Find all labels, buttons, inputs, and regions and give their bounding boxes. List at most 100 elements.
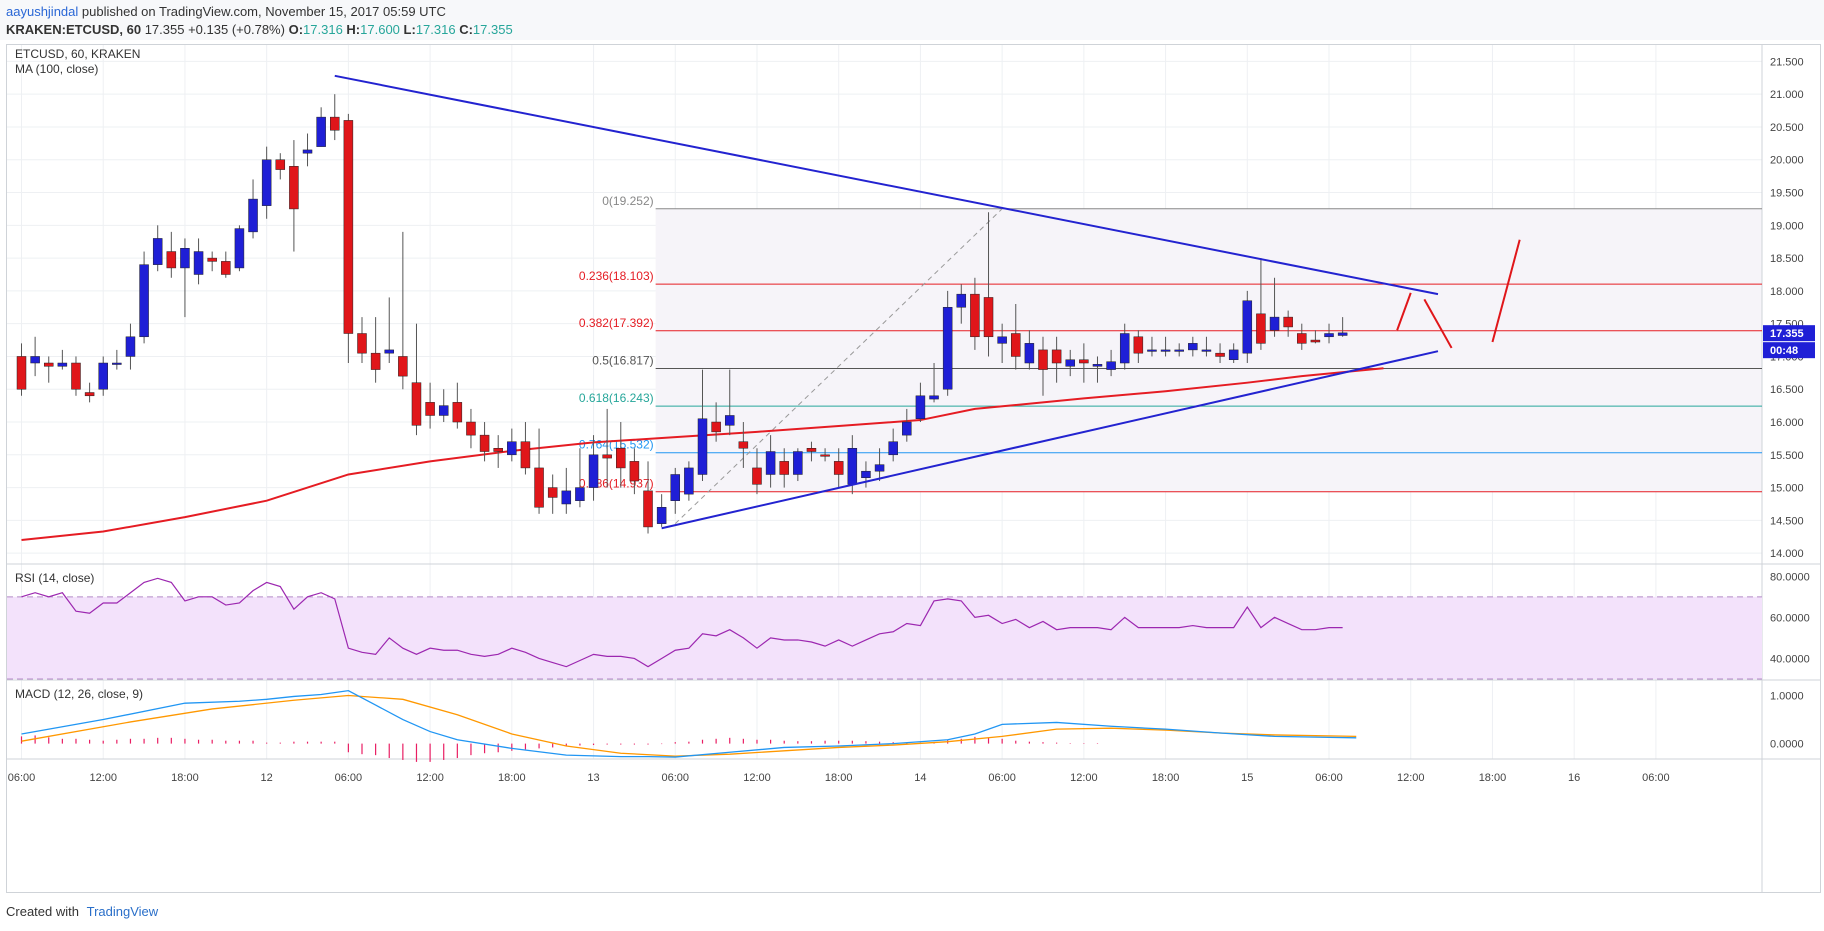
- rsi-band-fill: [7, 596, 1762, 679]
- candle: [1160, 349, 1171, 352]
- candle: [616, 448, 626, 469]
- price-axis-tick: 16.500: [1770, 384, 1804, 396]
- candle: [1297, 333, 1307, 344]
- candle: [588, 454, 599, 488]
- price-axis-tick: 21.500: [1770, 56, 1804, 68]
- candle: [970, 293, 980, 338]
- rsi-line: [21, 577, 1343, 668]
- candle: [874, 464, 885, 472]
- tradingview-logo[interactable]: TradingView: [86, 904, 159, 919]
- chart-frame[interactable]: 0(19.252) 0.236(18.103) 0.382(17.392) 0.5(1…: [6, 44, 1821, 893]
- time-axis-tick: 12: [261, 772, 273, 784]
- chart-canvas[interactable]: 0(19.252) 0.236(18.103) 0.382(17.392) 0.5(1…: [7, 45, 1820, 892]
- trend-line-support: [661, 350, 1439, 530]
- projection-line: [1491, 239, 1521, 343]
- candle: [343, 120, 354, 334]
- candle: [507, 441, 517, 456]
- candle: [1024, 343, 1035, 364]
- candle: [1065, 359, 1075, 367]
- low-value: 17.316: [415, 22, 456, 37]
- candle: [793, 451, 803, 475]
- candle: [275, 159, 286, 170]
- author-link[interactable]: aayushjindal: [6, 4, 79, 19]
- time-axis-tick: 12:00: [1397, 772, 1425, 784]
- candle: [1337, 332, 1348, 336]
- publish-line: aayushjindal published on TradingView.co…: [6, 4, 446, 19]
- price-axis-tick: 15.500: [1770, 450, 1804, 462]
- candle: [902, 421, 912, 436]
- candle: [534, 467, 544, 508]
- candle: [1174, 349, 1184, 352]
- time-axis-tick: 18:00: [1152, 772, 1180, 784]
- candle: [1228, 349, 1239, 360]
- candle: [1242, 300, 1253, 354]
- candle: [561, 490, 572, 505]
- candle: [956, 293, 967, 308]
- candle: [112, 362, 122, 365]
- fib-level-label: 0.382(17.392): [579, 316, 654, 330]
- candle: [806, 448, 817, 452]
- candle: [1188, 343, 1198, 351]
- candle: [670, 474, 681, 501]
- candle: [438, 405, 449, 416]
- candle: [1256, 313, 1266, 344]
- candle: [398, 356, 408, 377]
- macd-axis-tick: 1.0000: [1770, 690, 1804, 702]
- high-label: H:: [346, 22, 361, 37]
- time-axis-tick: 06:00: [335, 772, 363, 784]
- last-price-tag: [1763, 325, 1815, 342]
- candle: [466, 421, 476, 436]
- open-label: O:: [288, 22, 304, 37]
- candle: [1283, 316, 1293, 328]
- candle: [1119, 333, 1130, 364]
- candle: [425, 402, 435, 416]
- candle: [125, 336, 136, 357]
- candle: [1147, 349, 1157, 352]
- candle: [261, 159, 272, 206]
- low-label: L:: [403, 22, 416, 37]
- candle: [57, 362, 68, 367]
- candle: [861, 470, 871, 479]
- candle: [684, 467, 694, 495]
- fib-level-label: 0.236(18.103): [579, 269, 654, 283]
- candle: [248, 198, 258, 233]
- candle: [98, 362, 108, 390]
- candle: [915, 395, 926, 419]
- projection-line: [1396, 292, 1412, 331]
- candle: [1079, 359, 1089, 364]
- fib-anchor-line: [674, 208, 1003, 525]
- candle: [452, 402, 463, 423]
- price-axis-tick: 21.000: [1770, 89, 1804, 101]
- time-axis-tick: 15: [1241, 772, 1253, 784]
- candle: [71, 362, 81, 390]
- candle: [765, 451, 776, 475]
- ma-indicator-label: MA (100, close): [15, 62, 98, 76]
- time-axis-tick: 13: [587, 772, 599, 784]
- candle: [84, 392, 95, 397]
- time-axis-tick: 06:00: [1315, 772, 1343, 784]
- price-axis-tick: 14.500: [1770, 515, 1804, 527]
- time-axis-tick: 18:00: [498, 772, 526, 784]
- rsi-label: RSI (14, close): [15, 571, 94, 585]
- candle: [302, 149, 313, 154]
- time-axis-tick: 06:00: [661, 772, 689, 784]
- time-axis-tick: 14: [914, 772, 926, 784]
- time-axis-tick: 12:00: [1070, 772, 1098, 784]
- trend-line-resistance: [334, 74, 1439, 296]
- candle: [221, 261, 231, 275]
- price-axis-tick: 18.000: [1770, 286, 1804, 298]
- candle: [1038, 349, 1048, 370]
- candle: [316, 116, 326, 147]
- candle: [411, 382, 422, 426]
- price-axis-tick: 16.000: [1770, 417, 1804, 429]
- candle: [207, 257, 217, 262]
- candle: [738, 441, 749, 449]
- open-value: 17.316: [303, 22, 343, 37]
- candle: [942, 307, 953, 390]
- close-value: 17.355: [472, 22, 513, 37]
- candle: [820, 454, 830, 457]
- candle: [30, 356, 40, 364]
- time-axis-tick: 06:00: [1642, 772, 1670, 784]
- close-label: C:: [459, 22, 473, 37]
- candle: [643, 490, 653, 528]
